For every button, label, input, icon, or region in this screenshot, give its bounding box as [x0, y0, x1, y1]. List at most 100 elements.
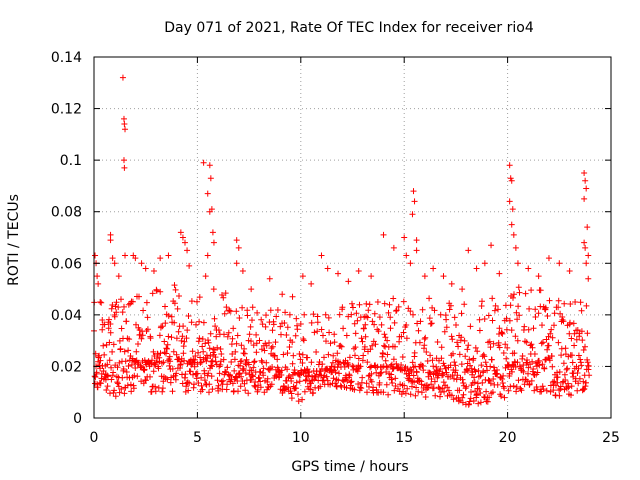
data-point — [430, 265, 437, 272]
data-point — [514, 260, 521, 267]
data-point — [390, 244, 397, 251]
data-point — [448, 280, 455, 287]
data-point — [206, 162, 213, 169]
data-point — [150, 268, 157, 275]
data-point — [184, 247, 191, 254]
data-point — [368, 273, 375, 280]
y-tick-label: 0 — [73, 411, 82, 427]
data-point — [107, 231, 114, 238]
data-point — [122, 126, 129, 133]
data-point — [345, 278, 352, 285]
data-point — [121, 121, 128, 128]
data-point — [401, 234, 408, 241]
data-point — [233, 237, 240, 244]
data-point — [583, 185, 590, 192]
data-point — [109, 255, 116, 262]
data-point — [582, 244, 589, 251]
data-point — [177, 229, 184, 236]
y-tick-label: 0.02 — [51, 359, 82, 375]
data-point — [535, 273, 542, 280]
data-point — [410, 188, 417, 195]
data-point — [465, 247, 472, 254]
plot-frame — [93, 56, 612, 419]
data-point — [121, 164, 128, 171]
data-point — [318, 252, 325, 259]
data-point — [179, 234, 186, 241]
data-point — [157, 255, 164, 262]
data-point — [235, 244, 242, 251]
x-tick-label: 20 — [499, 430, 517, 446]
y-tick-label: 0.08 — [51, 205, 82, 221]
data-point — [248, 286, 255, 293]
data-point — [202, 273, 209, 280]
data-point — [165, 252, 172, 259]
data-point — [510, 231, 517, 238]
data-point — [239, 268, 246, 275]
data-point — [111, 260, 118, 267]
data-point — [508, 221, 515, 228]
x-tick-label: 25 — [602, 430, 620, 446]
data-point — [142, 265, 149, 272]
data-point — [545, 255, 552, 262]
data-point — [308, 280, 315, 287]
data-point — [122, 252, 129, 259]
y-tick-label: 0.04 — [51, 308, 82, 324]
y-tick-label: 0.12 — [51, 102, 82, 118]
data-point — [413, 247, 420, 254]
scatter-points — [91, 74, 593, 408]
data-point — [115, 273, 122, 280]
data-point — [206, 208, 213, 215]
data-point — [289, 293, 296, 300]
y-axis-label: ROTI / TECUs — [6, 194, 22, 286]
data-point — [107, 237, 114, 244]
data-point — [488, 242, 495, 249]
data-point — [209, 229, 216, 236]
data-point — [508, 177, 515, 184]
data-point — [459, 286, 466, 293]
data-point — [409, 211, 416, 218]
data-point — [403, 252, 410, 259]
data-point — [92, 252, 99, 259]
data-point — [266, 275, 273, 282]
x-tick-label: 15 — [395, 430, 413, 446]
data-point — [94, 273, 101, 280]
data-point — [581, 195, 588, 202]
data-point — [207, 175, 214, 182]
data-point — [95, 280, 102, 287]
axis-ticks: 0 0.02 0.04 0.06 0.08 0.1 0.12 0.14 0 5 10 15 20 25 — [51, 50, 620, 446]
data-point — [421, 273, 428, 280]
data-point — [556, 260, 563, 267]
data-point — [585, 275, 592, 282]
y-tick-label: 0.14 — [51, 50, 82, 66]
data-point — [132, 255, 139, 262]
x-axis-label: GPS time / hours — [291, 459, 408, 475]
data-point — [120, 115, 127, 122]
data-point — [413, 237, 420, 244]
data-point — [481, 260, 488, 267]
x-tick-label: 10 — [292, 430, 310, 446]
data-point — [585, 252, 592, 259]
data-point — [200, 159, 207, 166]
data-point — [97, 298, 104, 305]
data-point — [584, 224, 591, 231]
data-point — [496, 270, 503, 277]
data-point — [279, 291, 286, 298]
data-point — [506, 162, 513, 169]
data-point — [204, 190, 211, 197]
data-point — [581, 170, 588, 177]
data-point — [407, 260, 414, 267]
x-tick-label: 0 — [90, 430, 99, 446]
data-point — [509, 206, 516, 213]
data-point — [380, 231, 387, 238]
x-tick-label: 5 — [193, 430, 202, 446]
data-point — [210, 239, 217, 246]
data-point — [507, 175, 514, 182]
chart-title: Day 071 of 2021, Rate Of TEC Index for r… — [164, 20, 534, 36]
data-point — [525, 265, 532, 272]
data-point — [120, 157, 127, 164]
data-point — [119, 74, 126, 81]
y-tick-label: 0.1 — [60, 153, 82, 169]
data-point — [299, 273, 306, 280]
data-point — [355, 268, 362, 275]
